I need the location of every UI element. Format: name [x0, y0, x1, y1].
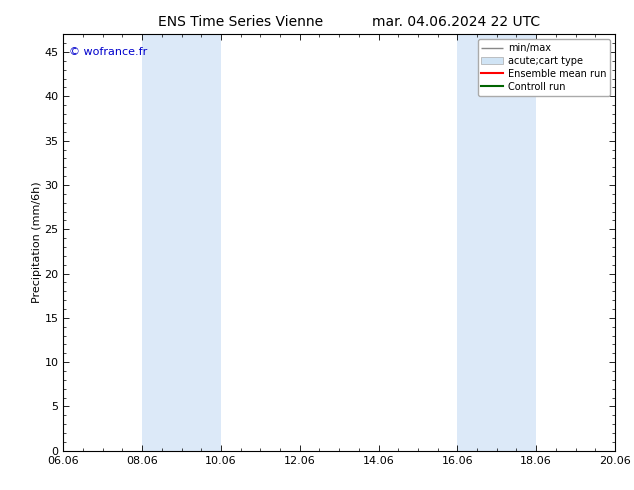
Bar	[457, 34, 497, 451]
Bar	[497, 34, 536, 451]
Text: © wofrance.fr: © wofrance.fr	[69, 47, 147, 57]
Bar	[181, 34, 221, 451]
Bar	[142, 34, 181, 451]
Text: mar. 04.06.2024 22 UTC: mar. 04.06.2024 22 UTC	[372, 15, 541, 29]
Y-axis label: Precipitation (mm/6h): Precipitation (mm/6h)	[32, 182, 42, 303]
Text: ENS Time Series Vienne: ENS Time Series Vienne	[158, 15, 323, 29]
Legend: min/max, acute;cart type, Ensemble mean run, Controll run: min/max, acute;cart type, Ensemble mean …	[477, 39, 610, 96]
